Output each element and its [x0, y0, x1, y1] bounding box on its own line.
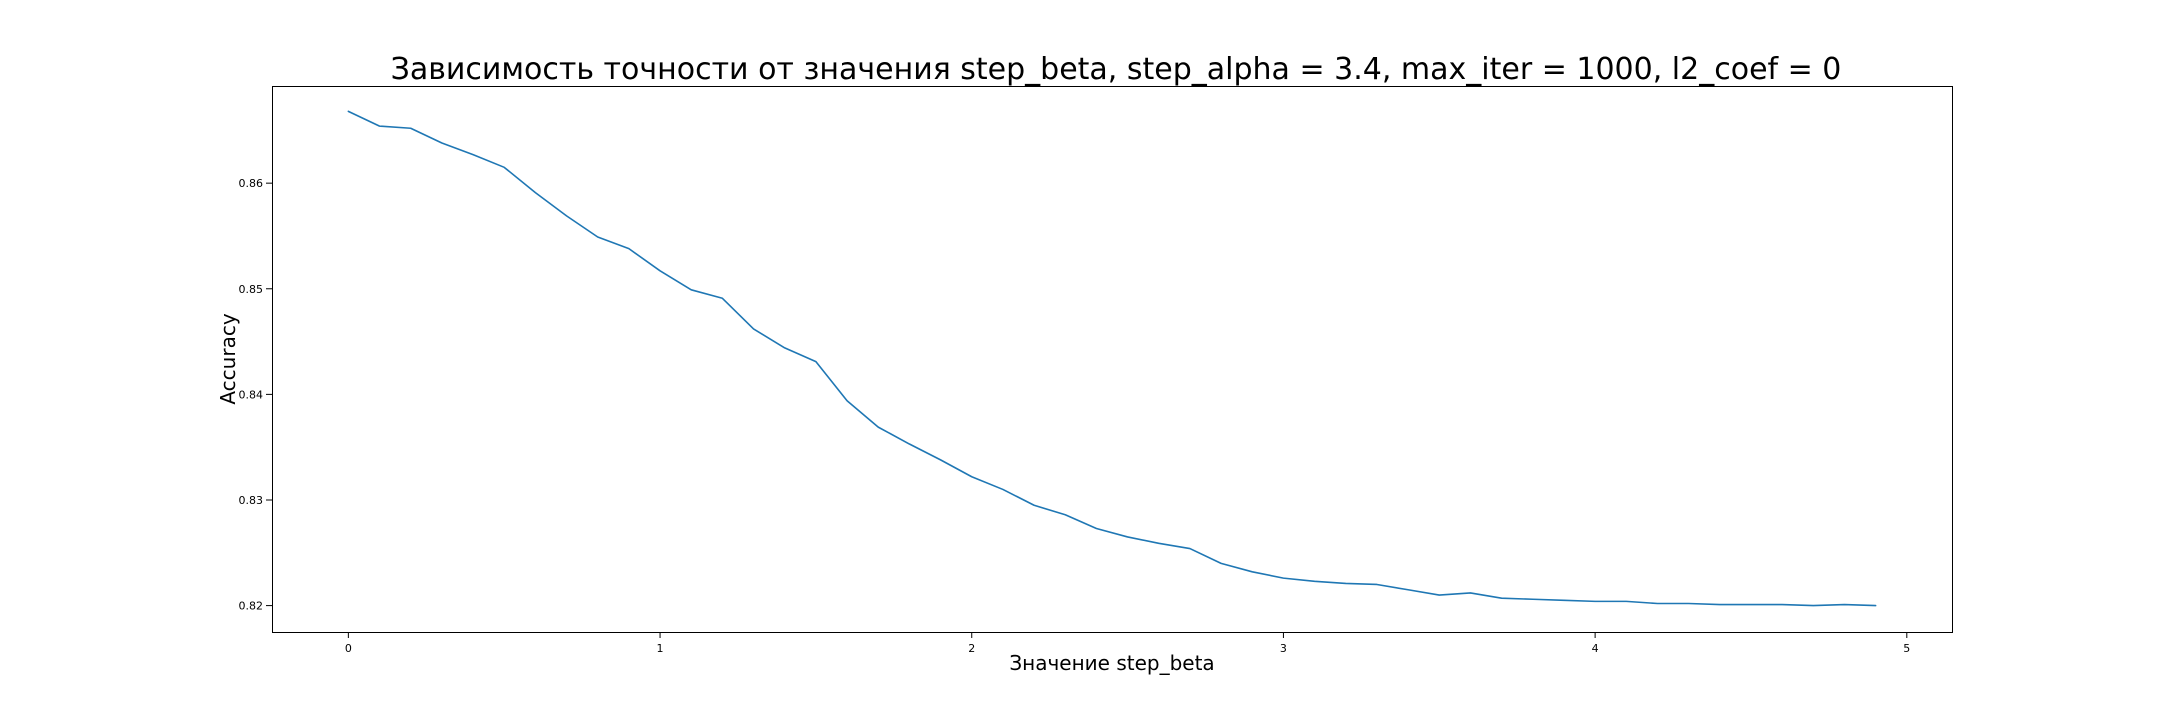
y-tick-label: 0.85	[239, 283, 264, 296]
x-tick-label: 2	[968, 642, 975, 655]
y-tick-label: 0.84	[239, 388, 264, 401]
plot-area: 0 1 2 3 4 5 0.82 0.83 0.84 0.85 0.86	[239, 86, 1953, 655]
x-axis-label: Значение step_beta	[1009, 651, 1214, 675]
series-line	[347, 110, 1877, 607]
y-axis: 0.82 0.83 0.84 0.85 0.86	[239, 177, 272, 613]
x-tick-label: 0	[345, 642, 352, 655]
y-tick-label: 0.86	[239, 177, 264, 190]
x-tick-label: 5	[1903, 642, 1910, 655]
chart-title: Зависимость точности от значения step_be…	[391, 52, 1842, 87]
series-layer	[347, 110, 1877, 607]
y-tick-label: 0.82	[239, 600, 264, 613]
x-tick-label: 4	[1592, 642, 1599, 655]
x-tick-label: 3	[1280, 642, 1287, 655]
x-tick-label: 1	[657, 642, 664, 655]
x-axis: 0 1 2 3 4 5	[345, 632, 1910, 655]
y-tick-label: 0.83	[239, 494, 264, 507]
y-axis-label: Accuracy	[216, 313, 240, 404]
plot-frame	[272, 86, 1953, 633]
